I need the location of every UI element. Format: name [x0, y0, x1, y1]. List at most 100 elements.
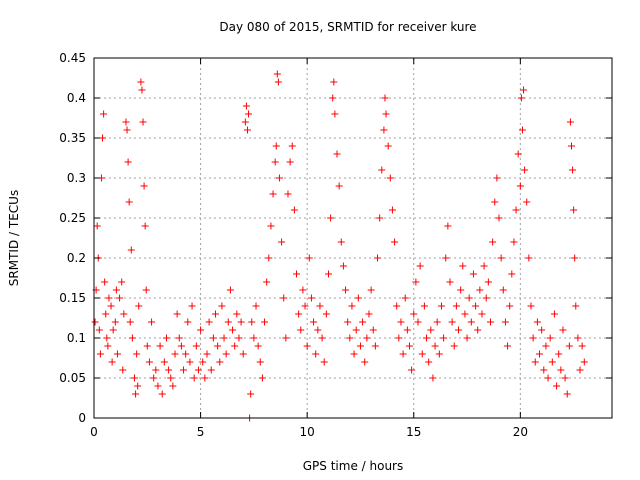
data-point — [431, 342, 439, 350]
series-SRMTID — [91, 70, 588, 422]
x-tick-label: 20 — [513, 425, 528, 439]
data-point — [501, 318, 509, 326]
data-point — [525, 254, 533, 262]
data-point — [542, 342, 550, 350]
data-point — [239, 350, 247, 358]
data-point — [569, 166, 577, 174]
data-point — [209, 334, 217, 342]
data-point — [271, 158, 279, 166]
data-point — [474, 326, 482, 334]
data-point — [393, 302, 401, 310]
data-point — [118, 278, 126, 286]
data-point — [275, 174, 283, 182]
data-point — [199, 358, 207, 366]
data-point — [423, 334, 431, 342]
data-point — [235, 334, 243, 342]
data-point — [254, 342, 262, 350]
data-point — [226, 286, 234, 294]
data-point — [241, 118, 249, 126]
data-point — [384, 142, 392, 150]
data-point — [305, 254, 313, 262]
x-tick-label: 5 — [197, 425, 205, 439]
data-point — [388, 206, 396, 214]
data-point — [194, 366, 202, 374]
data-point — [243, 126, 251, 134]
data-point — [497, 254, 505, 262]
data-point — [482, 294, 490, 302]
data-point — [376, 214, 384, 222]
data-point — [100, 110, 108, 118]
data-point — [247, 390, 255, 398]
data-point — [329, 94, 337, 102]
data-point — [201, 374, 209, 382]
data-point — [250, 334, 258, 342]
data-point — [566, 118, 574, 126]
data-point — [158, 390, 166, 398]
data-point — [452, 302, 460, 310]
data-point — [141, 222, 149, 230]
data-points — [91, 70, 588, 422]
data-point — [175, 334, 183, 342]
data-point — [420, 302, 428, 310]
data-point — [265, 254, 273, 262]
data-point — [324, 270, 332, 278]
data-point — [572, 302, 580, 310]
data-point — [237, 318, 245, 326]
data-point — [531, 358, 539, 366]
data-point — [557, 366, 565, 374]
data-point — [395, 334, 403, 342]
data-point — [273, 70, 281, 78]
data-point — [365, 310, 373, 318]
data-point — [442, 254, 450, 262]
data-point — [455, 326, 463, 334]
data-point — [245, 110, 253, 118]
y-tick-label: 0.05 — [59, 371, 86, 385]
data-point — [427, 326, 435, 334]
data-point — [491, 198, 499, 206]
data-point — [414, 318, 422, 326]
data-point — [205, 318, 213, 326]
data-point — [212, 310, 220, 318]
data-point — [544, 374, 552, 382]
data-point — [538, 326, 546, 334]
data-point — [495, 214, 503, 222]
data-point — [565, 342, 573, 350]
data-point — [299, 286, 307, 294]
data-point — [514, 150, 522, 158]
data-point — [103, 334, 111, 342]
data-point — [369, 326, 377, 334]
data-point — [135, 302, 143, 310]
data-point — [504, 342, 512, 350]
data-point — [102, 310, 110, 318]
data-point — [280, 294, 288, 302]
data-point — [145, 358, 153, 366]
y-tick-label: 0.45 — [59, 51, 86, 65]
data-point — [391, 238, 399, 246]
data-point — [290, 206, 298, 214]
data-point — [444, 222, 452, 230]
data-point — [165, 366, 173, 374]
data-point — [133, 350, 141, 358]
data-point — [137, 78, 145, 86]
data-point — [435, 350, 443, 358]
data-point — [107, 302, 115, 310]
data-point — [256, 358, 264, 366]
data-point — [330, 78, 338, 86]
data-point — [99, 134, 107, 142]
data-point — [95, 326, 103, 334]
data-point — [286, 158, 294, 166]
data-point — [508, 270, 516, 278]
data-point — [574, 334, 582, 342]
x-axis-label: GPS time / hours — [303, 459, 404, 473]
data-point — [339, 262, 347, 270]
data-point — [529, 334, 537, 342]
data-point — [140, 182, 148, 190]
y-tick-label: 0 — [78, 411, 86, 425]
data-point — [354, 294, 362, 302]
data-point — [463, 334, 471, 342]
data-point — [429, 374, 437, 382]
data-point — [261, 318, 269, 326]
x-tick-label: 0 — [90, 425, 98, 439]
y-axis-label: SRMTID / TECUs — [7, 190, 21, 286]
data-point — [282, 334, 290, 342]
